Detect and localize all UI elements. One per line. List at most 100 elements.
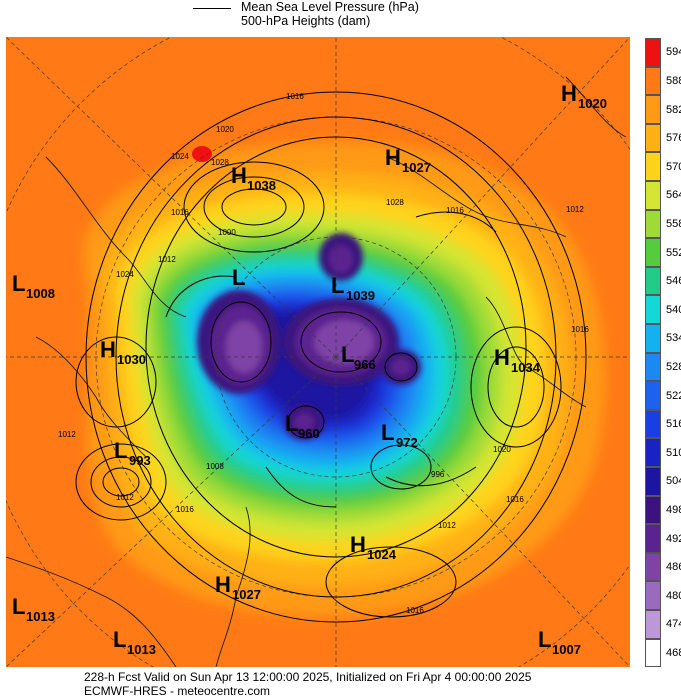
svg-text:960: 960 bbox=[298, 426, 320, 441]
colorbar-swatch bbox=[645, 95, 661, 124]
colorbar-swatch bbox=[645, 266, 661, 296]
isobar-label: 1016 bbox=[406, 606, 424, 615]
isobar-label: 1016 bbox=[171, 208, 189, 217]
pressure-system: L 966 bbox=[341, 342, 376, 372]
pressure-system: L 1013 bbox=[113, 627, 156, 657]
colorbar-label: 474 bbox=[666, 618, 681, 631]
colorbar-swatch bbox=[645, 238, 661, 267]
colorbar-label: 534 bbox=[666, 332, 681, 345]
svg-text:H: H bbox=[231, 163, 247, 188]
colorbar-label: 486 bbox=[666, 561, 681, 574]
svg-text:H: H bbox=[494, 345, 510, 370]
colorbar-label: 498 bbox=[666, 503, 681, 516]
isobar-label: 1024 bbox=[116, 270, 134, 279]
pressure-system: L 972 bbox=[381, 420, 418, 450]
pressure-system: H 1038 bbox=[231, 163, 276, 193]
colorbar-label: 540 bbox=[666, 303, 681, 316]
colorbar-label: 504 bbox=[666, 475, 681, 488]
pressure-system: L 993 bbox=[114, 438, 151, 468]
source-credit: ECMWF-HRES - meteocentre.com bbox=[84, 684, 271, 698]
colorbar-label: 510 bbox=[666, 446, 681, 459]
isobars bbox=[75, 91, 587, 623]
pressure-system: H 1030 bbox=[100, 337, 146, 367]
isobar-label: 1016 bbox=[176, 505, 194, 514]
svg-text:1008: 1008 bbox=[26, 286, 55, 301]
colorbar-label: 516 bbox=[666, 418, 681, 431]
pressure-system: L 960 bbox=[285, 411, 320, 441]
colorbar-swatch bbox=[645, 152, 661, 181]
colorbar-label: 588 bbox=[666, 74, 681, 87]
svg-text:1013: 1013 bbox=[127, 642, 156, 657]
isobar-label: 1028 bbox=[211, 158, 229, 167]
colorbar-swatch bbox=[645, 467, 661, 496]
colorbar-swatch bbox=[645, 552, 661, 582]
svg-text:1020: 1020 bbox=[578, 96, 607, 111]
colorbar-swatch bbox=[645, 38, 661, 67]
isobar-label: 996 bbox=[431, 470, 445, 479]
svg-text:1034: 1034 bbox=[511, 360, 541, 375]
pressure-system: L 1007 bbox=[538, 627, 581, 657]
pressure-system: H 1020 bbox=[561, 81, 607, 111]
colorbar-swatch bbox=[645, 409, 661, 439]
colorbar-swatch bbox=[645, 381, 661, 410]
colorbar-swatch bbox=[645, 438, 661, 467]
svg-text:L: L bbox=[232, 265, 245, 290]
colorbar-swatch bbox=[645, 524, 661, 553]
svg-text:1039: 1039 bbox=[346, 288, 375, 303]
colorbar-swatch bbox=[645, 123, 661, 153]
colorbar-swatch bbox=[645, 209, 661, 239]
svg-text:H: H bbox=[215, 572, 231, 597]
svg-text:993: 993 bbox=[129, 453, 151, 468]
colorbar-label: 594 bbox=[666, 46, 681, 59]
colorbar-swatch bbox=[645, 352, 661, 382]
colorbar-swatch bbox=[645, 181, 661, 210]
pressure-system: H 1027 bbox=[385, 145, 431, 175]
colorbar-label: 492 bbox=[666, 532, 681, 545]
isobar-label: 1016 bbox=[286, 92, 304, 101]
colorbar-swatch bbox=[645, 610, 661, 639]
colorbar-label: 564 bbox=[666, 189, 681, 202]
legend-header: Mean Sea Level Pressure (hPa) 500-hPa He… bbox=[0, 0, 681, 36]
colorbar-swatch bbox=[645, 581, 661, 610]
isobar-label: 1012 bbox=[158, 255, 176, 264]
pressure-system: H 1034 bbox=[494, 345, 541, 375]
colorbar-label: 576 bbox=[666, 132, 681, 145]
svg-text:1024: 1024 bbox=[367, 547, 397, 562]
colorbar-label: 552 bbox=[666, 246, 681, 259]
isobar-label: 1012 bbox=[116, 493, 134, 502]
warm-spot bbox=[192, 146, 212, 162]
svg-text:L: L bbox=[12, 271, 25, 296]
svg-text:L: L bbox=[113, 627, 126, 652]
svg-text:1038: 1038 bbox=[247, 178, 276, 193]
colorbar-label: 570 bbox=[666, 160, 681, 173]
isobar-label: 1000 bbox=[218, 228, 236, 237]
svg-text:H: H bbox=[350, 532, 366, 557]
weather-map: 1016 1020 1024 1028 1016 1000 1012 1024 … bbox=[6, 37, 630, 667]
colorbar-label: 582 bbox=[666, 103, 681, 116]
forecast-valid-text: 228-h Fcst Valid on Sun Apr 13 12:00:00 … bbox=[84, 670, 532, 684]
pressure-system: L bbox=[232, 265, 245, 290]
mslp-line-swatch bbox=[193, 8, 231, 9]
isobar-label: 1008 bbox=[206, 462, 224, 471]
svg-text:1027: 1027 bbox=[402, 160, 431, 175]
svg-text:L: L bbox=[12, 594, 25, 619]
footer: 228-h Fcst Valid on Sun Apr 13 12:00:00 … bbox=[0, 668, 681, 700]
colorbar-label: 558 bbox=[666, 217, 681, 230]
svg-text:1007: 1007 bbox=[552, 642, 581, 657]
isobar-label: 1024 bbox=[171, 152, 189, 161]
isobar-label: 1020 bbox=[493, 445, 511, 454]
pressure-system: H 1027 bbox=[215, 572, 261, 602]
svg-text:H: H bbox=[100, 337, 116, 362]
pressure-systems: H 1020 H 1038 H 1027 L 1008 L 1039 H 1030 H 103… bbox=[12, 81, 607, 657]
coastlines bbox=[6, 76, 627, 667]
isobar-label: 1016 bbox=[571, 325, 589, 334]
colorbar-swatch bbox=[645, 295, 661, 324]
svg-text:972: 972 bbox=[396, 435, 418, 450]
svg-text:966: 966 bbox=[354, 357, 376, 372]
isobar-label: 1016 bbox=[446, 206, 464, 215]
colorbar-swatch bbox=[645, 66, 661, 96]
colorbar-label: 522 bbox=[666, 389, 681, 402]
svg-text:1030: 1030 bbox=[117, 352, 146, 367]
svg-text:L: L bbox=[285, 411, 298, 436]
isobar-label: 1016 bbox=[506, 495, 524, 504]
